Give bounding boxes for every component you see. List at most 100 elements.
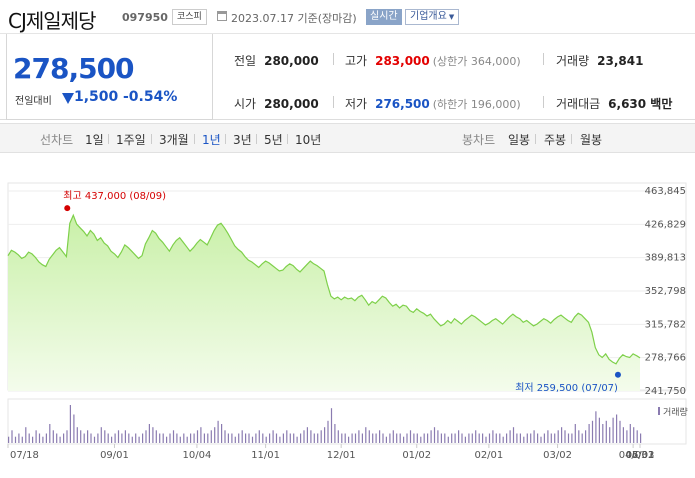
volume-bar (155, 430, 157, 443)
tab-weekly-candle[interactable]: 주봉 (544, 133, 567, 147)
volume-bar (214, 427, 216, 443)
volume-bar (104, 430, 106, 443)
lower-limit: (하한가 196,000) (432, 98, 521, 111)
volume-bar (14, 436, 17, 443)
company-overview-button[interactable]: 기업개요 ▼ (405, 9, 460, 25)
y-tick-label: 426,829 (645, 219, 686, 230)
volume-bar (193, 433, 195, 443)
tab-10y[interactable]: 10년 (295, 133, 322, 147)
volume-bar (217, 420, 219, 443)
volume-bar (35, 430, 37, 443)
volume-bar (461, 433, 463, 443)
volume-bar (509, 430, 511, 443)
volume-bar (458, 430, 460, 443)
volume-bar (605, 420, 607, 443)
volume-bar (21, 436, 23, 443)
volume-bar (279, 436, 281, 443)
x-tick-label: 06/01 (626, 450, 655, 461)
volume-bar (76, 427, 78, 443)
volume-bar (142, 433, 144, 443)
volume-bar (533, 430, 535, 443)
volume-bar (11, 430, 13, 443)
volume-bar (591, 420, 594, 443)
volume-bar (245, 433, 247, 443)
high-marker (64, 205, 71, 212)
volume-bar (379, 430, 381, 443)
volume-bar (523, 436, 525, 443)
prev-close-value: 280,000 (264, 54, 319, 68)
volume-bar (313, 433, 315, 443)
volume-legend-swatch (658, 407, 660, 415)
volume-area (7, 398, 687, 445)
volume-bar (420, 436, 422, 443)
volume-bar (66, 430, 68, 443)
tab-1w[interactable]: 1주일 (116, 133, 146, 147)
y-tick-label: 315,782 (645, 319, 686, 330)
volume-bar (97, 433, 99, 443)
volume-bar (348, 436, 350, 443)
volume-bar (492, 430, 494, 443)
volume-bar (581, 433, 583, 443)
volume-bar (145, 430, 147, 443)
volume-bar (248, 433, 250, 443)
volume-bar (537, 433, 539, 443)
realtime-button[interactable]: 실시간 (366, 9, 402, 25)
volume-bar (389, 433, 391, 443)
volume-bar (32, 436, 34, 443)
line-chart-label: 선차트 (40, 133, 74, 147)
tab-5y[interactable]: 5년 (264, 133, 283, 147)
volume-bar (310, 430, 312, 443)
tab-3m[interactable]: 3개월 (159, 133, 189, 147)
volume-bar (93, 436, 96, 443)
volume-bar (557, 430, 559, 443)
volume-label: 거래량 (556, 54, 590, 68)
volume-bar (231, 433, 233, 443)
volume-bar (482, 433, 484, 443)
high-annotation: 최고 437,000 (08/09) (63, 190, 166, 202)
tab-1y[interactable]: 1년 (202, 133, 221, 147)
volume-bar (282, 433, 284, 443)
volume-bar (368, 430, 370, 443)
volume-bar (406, 433, 408, 443)
volume-bar (485, 436, 487, 443)
volume-bar (203, 433, 205, 443)
tab-monthly-candle[interactable]: 월봉 (580, 133, 603, 147)
volume-bar (399, 433, 401, 443)
tab-daily-candle[interactable]: 일봉 (508, 133, 531, 147)
volume-bar (454, 433, 456, 443)
price-chart-svg: 463,845 426,829 389,813 352,798 315,782 278,7… (7, 182, 688, 461)
volume-bar (52, 430, 54, 443)
volume-bar (138, 436, 140, 443)
volume-bar (598, 417, 600, 443)
volume-bar (56, 433, 58, 443)
volume-bar (361, 433, 363, 443)
volume-bar (25, 427, 27, 443)
volume-bar (45, 433, 47, 443)
change-value: 1,500 (74, 89, 119, 105)
tab-3y[interactable]: 3년 (233, 133, 252, 147)
volume-bar (63, 433, 65, 443)
tab-1d[interactable]: 1일 (85, 133, 104, 147)
x-tick-label: 02/01 (474, 450, 503, 461)
volume-bar (272, 430, 274, 443)
volume-bar (341, 433, 343, 443)
amount-value: 6,630 백만 (608, 97, 673, 111)
volume-bar (588, 424, 590, 443)
price-area (8, 215, 640, 391)
volume-bar (629, 424, 631, 443)
open-label: 시가 (234, 97, 257, 111)
volume-bar (512, 427, 515, 443)
volume-bar (124, 430, 126, 443)
volume-bar (293, 433, 295, 443)
volume-bar (258, 430, 260, 443)
volume-bar (571, 433, 573, 443)
volume-bar (162, 433, 164, 443)
volume-bar (210, 430, 212, 443)
volume-bar (117, 430, 120, 443)
volume-bar (526, 433, 528, 443)
volume-bar (306, 427, 308, 443)
volume-bar (609, 427, 611, 443)
low-label: 저가 (345, 97, 368, 111)
volume-bar (221, 424, 223, 443)
volume-bar (121, 433, 123, 443)
